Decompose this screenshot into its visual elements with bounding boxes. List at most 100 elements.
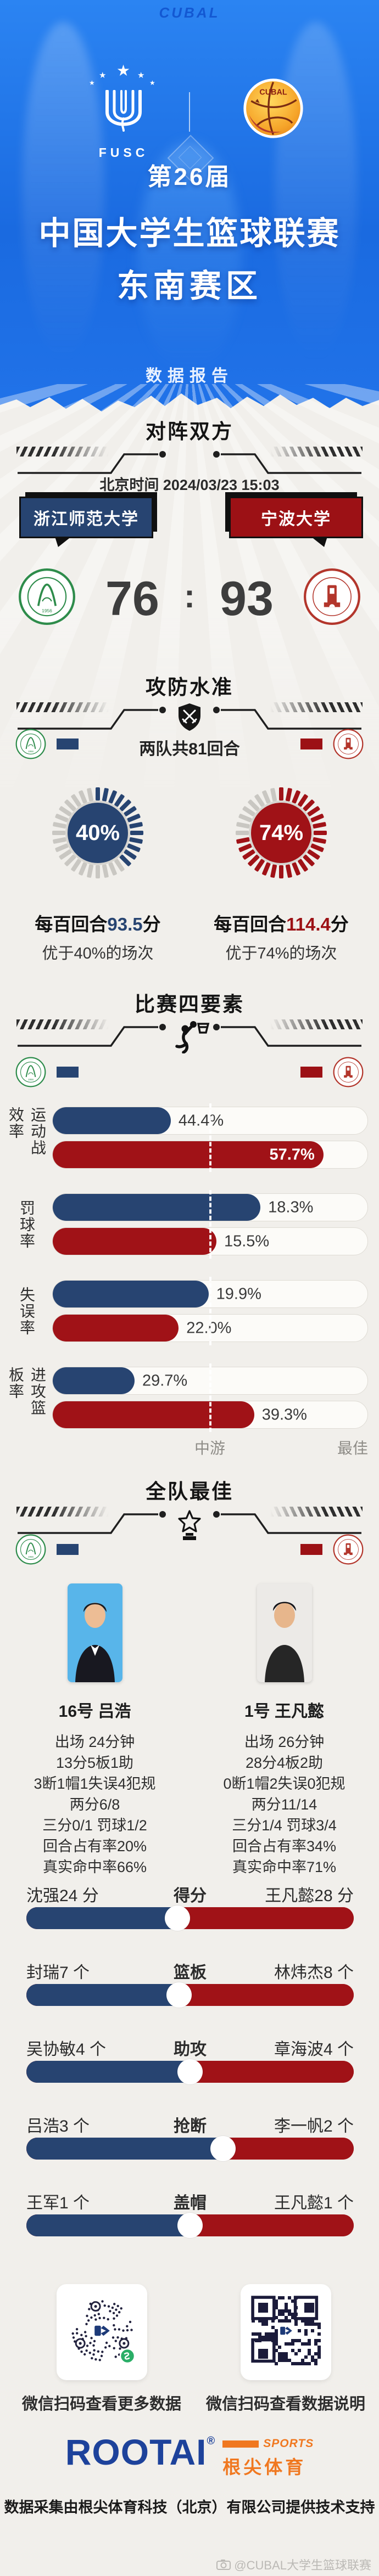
stat-line: 13分5板1助 [55, 1755, 134, 1771]
section-matchup-header: 对阵双方 [0, 415, 379, 481]
away-bar [53, 1401, 254, 1428]
home-bar [53, 1107, 171, 1134]
section-divider [16, 1507, 363, 1541]
home-color-swatch [57, 1544, 79, 1555]
duel-row-blocks: 王军1 个 盖帽 王凡懿1 个 [0, 2189, 379, 2240]
duel-category: 篮板 [174, 1964, 207, 1982]
teams-legend-strip: 1956 [0, 1057, 379, 1089]
duel-bar [26, 2213, 354, 2238]
home-share-fill [26, 1907, 178, 1929]
axis-mid-label: 中游 [194, 1440, 226, 1457]
split-knob [165, 1906, 191, 1931]
home-leader: 沈强24 分 [26, 1887, 99, 1905]
qr-right-caption: 微信扫码查看数据说明 [205, 2395, 365, 2413]
nbu-logo [333, 729, 364, 759]
hatch-right [270, 1507, 363, 1517]
home-share-fill [26, 1984, 180, 2006]
away-player-name: 1号 王凡懿 [244, 1703, 325, 1721]
away-player-photo [257, 1583, 312, 1682]
split-knob [210, 2136, 236, 2161]
home-team-banner: 浙江师范大学 [19, 497, 153, 538]
duel-bar [26, 2136, 354, 2161]
away-rating-line: 每百回合114.4分 [214, 914, 349, 934]
qr-code-data-notes [241, 2284, 331, 2380]
league-title: 中国大学生篮球联赛 [38, 216, 341, 251]
home-gauge-value: 40% [75, 820, 120, 845]
stat-line: 28分4板2助 [245, 1755, 324, 1771]
cubal-watermark-text: CUBAL [159, 4, 220, 21]
nbu-logo [303, 568, 361, 625]
duel-bar [26, 2059, 354, 2084]
away-color-swatch [300, 1544, 322, 1555]
axis-best-label: 最佳 [337, 1440, 368, 1457]
league-average-line [209, 1103, 211, 1172]
duel-row-rebounds: 封瑞7 个 篮板 林炜杰8 个 [0, 1959, 379, 2009]
four-factors-chart: 运动战效率 44.4% 57.7% 罚球率 18.3% 15.5% 失误率 19… [0, 1103, 379, 1436]
hatch-left [16, 1507, 109, 1517]
svg-text:1956: 1956 [42, 608, 52, 613]
hatch-left [16, 702, 109, 712]
divider-line [18, 707, 361, 730]
home-pace-note: 每百回合93.5分 优于40%的场次 [7, 910, 188, 963]
home-bar-value: 44.4% [178, 1112, 224, 1129]
stat-line: 三分1/4 罚球3/4 [232, 1817, 337, 1834]
home-share-fill [26, 2138, 223, 2160]
brand-orange-bar [222, 2440, 259, 2448]
zjnu-logo: 1956 [15, 729, 46, 759]
svg-text:1956: 1956 [28, 1078, 34, 1081]
away-player-stats: 出场 26分钟 28分4板2助 0断1帽2失误0犯规 两分11/14 三分1/4… [200, 1732, 368, 1878]
away-color-swatch [300, 1067, 322, 1078]
stat-line: 出场 24分钟 [54, 1734, 135, 1750]
camera-icon [216, 2560, 231, 2570]
home-bar [53, 1194, 261, 1221]
home-share-fill [26, 2214, 190, 2236]
away-percentile-line: 优于74%的场次 [225, 945, 337, 962]
factor-label: 进攻篮板率 [7, 1367, 46, 1416]
home-percentile-line: 优于40%的场次 [42, 945, 154, 962]
registered-mark: ® [207, 2435, 215, 2447]
home-bar [53, 1281, 209, 1307]
stat-line: 0断1帽2失误0犯规 [223, 1775, 345, 1792]
factor-label: 罚球率 [18, 1199, 35, 1249]
svg-text:1956: 1956 [28, 1555, 34, 1558]
home-best-player-card: 16号 吕浩 出场 24分钟 13分5板1助 3断1帽1失误4犯规 两分6/8 … [11, 1583, 179, 1878]
stat-line: 真实命中率71% [232, 1859, 337, 1875]
brand-wordmark: ROOTAI [65, 2432, 207, 2472]
factor-group-fg-efficiency: 运动战效率 44.4% 57.7% [0, 1103, 379, 1172]
game-time: 北京时间 2024/03/23 15:03 [99, 477, 280, 493]
home-player-photo [67, 1583, 122, 1682]
hatch-right [270, 1019, 363, 1029]
home-leader: 封瑞7 个 [26, 1964, 90, 1982]
away-bar [53, 1228, 216, 1255]
weibo-watermark: @CUBAL大学生篮球联赛 [216, 2556, 371, 2573]
report-subtitle: 数据报告 [146, 367, 233, 385]
away-leader: 章海波4 个 [274, 2040, 354, 2059]
away-team-banner: 宁波大学 [229, 497, 363, 538]
home-rating-line: 每百回合93.5分 [35, 914, 161, 934]
hatch-left [16, 1019, 109, 1029]
hero-light-streak [275, 22, 357, 362]
home-bar-value: 19.9% [216, 1285, 261, 1303]
nbu-logo [333, 1057, 364, 1087]
away-gauge-value: 74% [259, 820, 304, 845]
duel-category: 得分 [174, 1887, 207, 1905]
home-bar [53, 1367, 135, 1394]
away-color-swatch [300, 739, 322, 749]
away-team-name: 宁波大学 [261, 510, 331, 528]
league-average-line [209, 1190, 211, 1259]
divider-line [18, 451, 361, 474]
qr-left-caption: 微信扫码查看更多数据 [21, 2395, 181, 2413]
away-leader: 王凡懿28 分 [265, 1887, 354, 1905]
brand-sports-label: SPORTS [263, 2437, 314, 2450]
duel-row-points: 沈强24 分 得分 王凡懿28 分 [0, 1882, 379, 1932]
stat-line: 回合占有率34% [232, 1838, 337, 1855]
teams-legend-strip: 1956 [0, 1534, 379, 1566]
duel-category: 盖帽 [174, 2194, 207, 2212]
rootai-brand-logo: ROOTAI® SPORTS 根尖体育 [0, 2432, 379, 2479]
split-knob [177, 2213, 203, 2238]
home-pace-gauge: 40% [51, 786, 144, 880]
possessions-note: 两队共81回合 [139, 740, 240, 758]
duel-bar [26, 1906, 354, 1931]
home-color-swatch [57, 739, 79, 749]
section-divider [16, 1019, 363, 1054]
